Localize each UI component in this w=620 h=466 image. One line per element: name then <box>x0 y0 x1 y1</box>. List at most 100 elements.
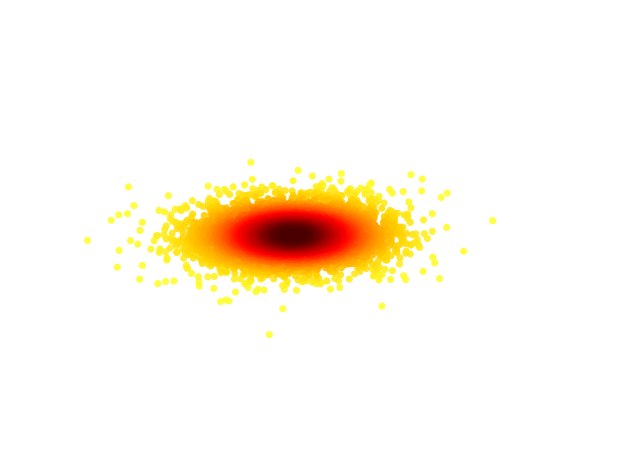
scatter-point <box>388 267 396 275</box>
scatter-point <box>115 211 123 219</box>
scatter-point <box>134 240 142 248</box>
scatter-point <box>222 296 230 304</box>
scatter-point <box>187 269 196 277</box>
scatter-point <box>230 275 238 283</box>
scatter-point <box>489 217 497 225</box>
scatter-point <box>136 226 144 234</box>
scatter-point <box>123 210 132 218</box>
scatter-point <box>408 231 416 239</box>
scatter-point <box>204 273 212 281</box>
scatter-point <box>136 275 144 283</box>
scatter-point <box>294 166 302 174</box>
scatter-point <box>435 275 444 283</box>
scatter-point <box>388 189 396 197</box>
scatter-point <box>217 298 225 306</box>
scatter-point <box>344 189 352 197</box>
scatter-point <box>395 241 403 249</box>
scatter-point <box>166 244 174 252</box>
scatter-point <box>161 278 170 286</box>
scatter-points <box>83 158 497 339</box>
scatter-point <box>337 170 345 178</box>
scatter-point <box>400 272 408 280</box>
scatter-point <box>113 263 121 271</box>
scatter-point <box>428 210 436 218</box>
scatter-point <box>396 254 404 262</box>
scatter-point <box>179 228 187 236</box>
scatter-point <box>170 277 178 285</box>
scatter-point <box>308 172 316 180</box>
scatter-point <box>130 202 138 210</box>
scatter-point <box>183 204 191 212</box>
scatter-point <box>381 265 389 273</box>
scatter-point <box>395 260 404 268</box>
scatter-point <box>210 284 218 292</box>
scatter-point <box>419 267 427 275</box>
scatter-point <box>163 254 171 262</box>
scatter-point <box>378 204 386 212</box>
scatter-point <box>405 198 413 206</box>
scatter-point <box>460 247 468 255</box>
scatter-point <box>83 236 91 244</box>
scatter-point <box>124 183 133 191</box>
scatter-point <box>168 229 176 237</box>
scatter-point <box>138 261 146 269</box>
scatter-point <box>279 305 287 313</box>
scatter-point <box>351 270 359 278</box>
scatter-point <box>406 218 414 226</box>
scatter-point <box>247 158 255 166</box>
scatter-point <box>292 286 301 294</box>
scatter-point <box>281 187 289 195</box>
scatter-point <box>268 182 276 190</box>
scatter-point <box>254 285 262 293</box>
scatter-point <box>399 188 407 196</box>
scatter-point <box>210 272 218 280</box>
scatter-point <box>418 187 426 195</box>
scatter-point <box>323 277 331 285</box>
scatter-point <box>162 222 170 230</box>
scatter-point <box>419 216 428 224</box>
scatter-point <box>229 183 237 191</box>
scatter-point <box>407 204 415 212</box>
scatter-point <box>336 283 344 291</box>
scatter-point <box>181 223 189 231</box>
scatter-point <box>326 285 335 293</box>
scatter-point <box>215 190 223 199</box>
scatter-point <box>138 218 146 226</box>
scatter-point <box>195 278 203 286</box>
scatter-point <box>107 216 115 224</box>
scatter-point <box>115 246 123 254</box>
scatter-point <box>367 188 375 197</box>
scatter-point <box>431 259 439 267</box>
scatter-point <box>331 274 339 282</box>
scatter-point <box>226 190 234 199</box>
scatter-point <box>194 273 202 281</box>
scatter-point <box>325 175 333 183</box>
scatter-point <box>171 205 179 213</box>
scatter-point <box>337 177 345 185</box>
scatter-point <box>188 197 196 205</box>
scatter-point <box>153 232 162 240</box>
scatter-point <box>443 223 451 231</box>
scatter-point <box>173 248 181 256</box>
scatter-point <box>437 193 445 202</box>
scatter-point <box>262 186 270 194</box>
scatter-point <box>182 261 190 269</box>
scatter-point <box>248 175 256 183</box>
scatter-point <box>407 171 415 179</box>
scatter-point <box>402 247 410 255</box>
scatter-point <box>289 177 297 185</box>
scatter-point <box>428 227 436 235</box>
scatter-point <box>126 237 135 245</box>
scatter-point <box>443 189 451 197</box>
scatter-point <box>155 206 163 214</box>
scatter-point <box>345 275 353 283</box>
scatter-point <box>231 288 240 296</box>
scatter-point <box>387 275 395 284</box>
scatter-point <box>154 280 162 288</box>
scatter-point <box>204 182 212 190</box>
scatter-point <box>156 245 164 253</box>
scatter-point <box>241 181 249 189</box>
scatter-point <box>265 331 273 339</box>
